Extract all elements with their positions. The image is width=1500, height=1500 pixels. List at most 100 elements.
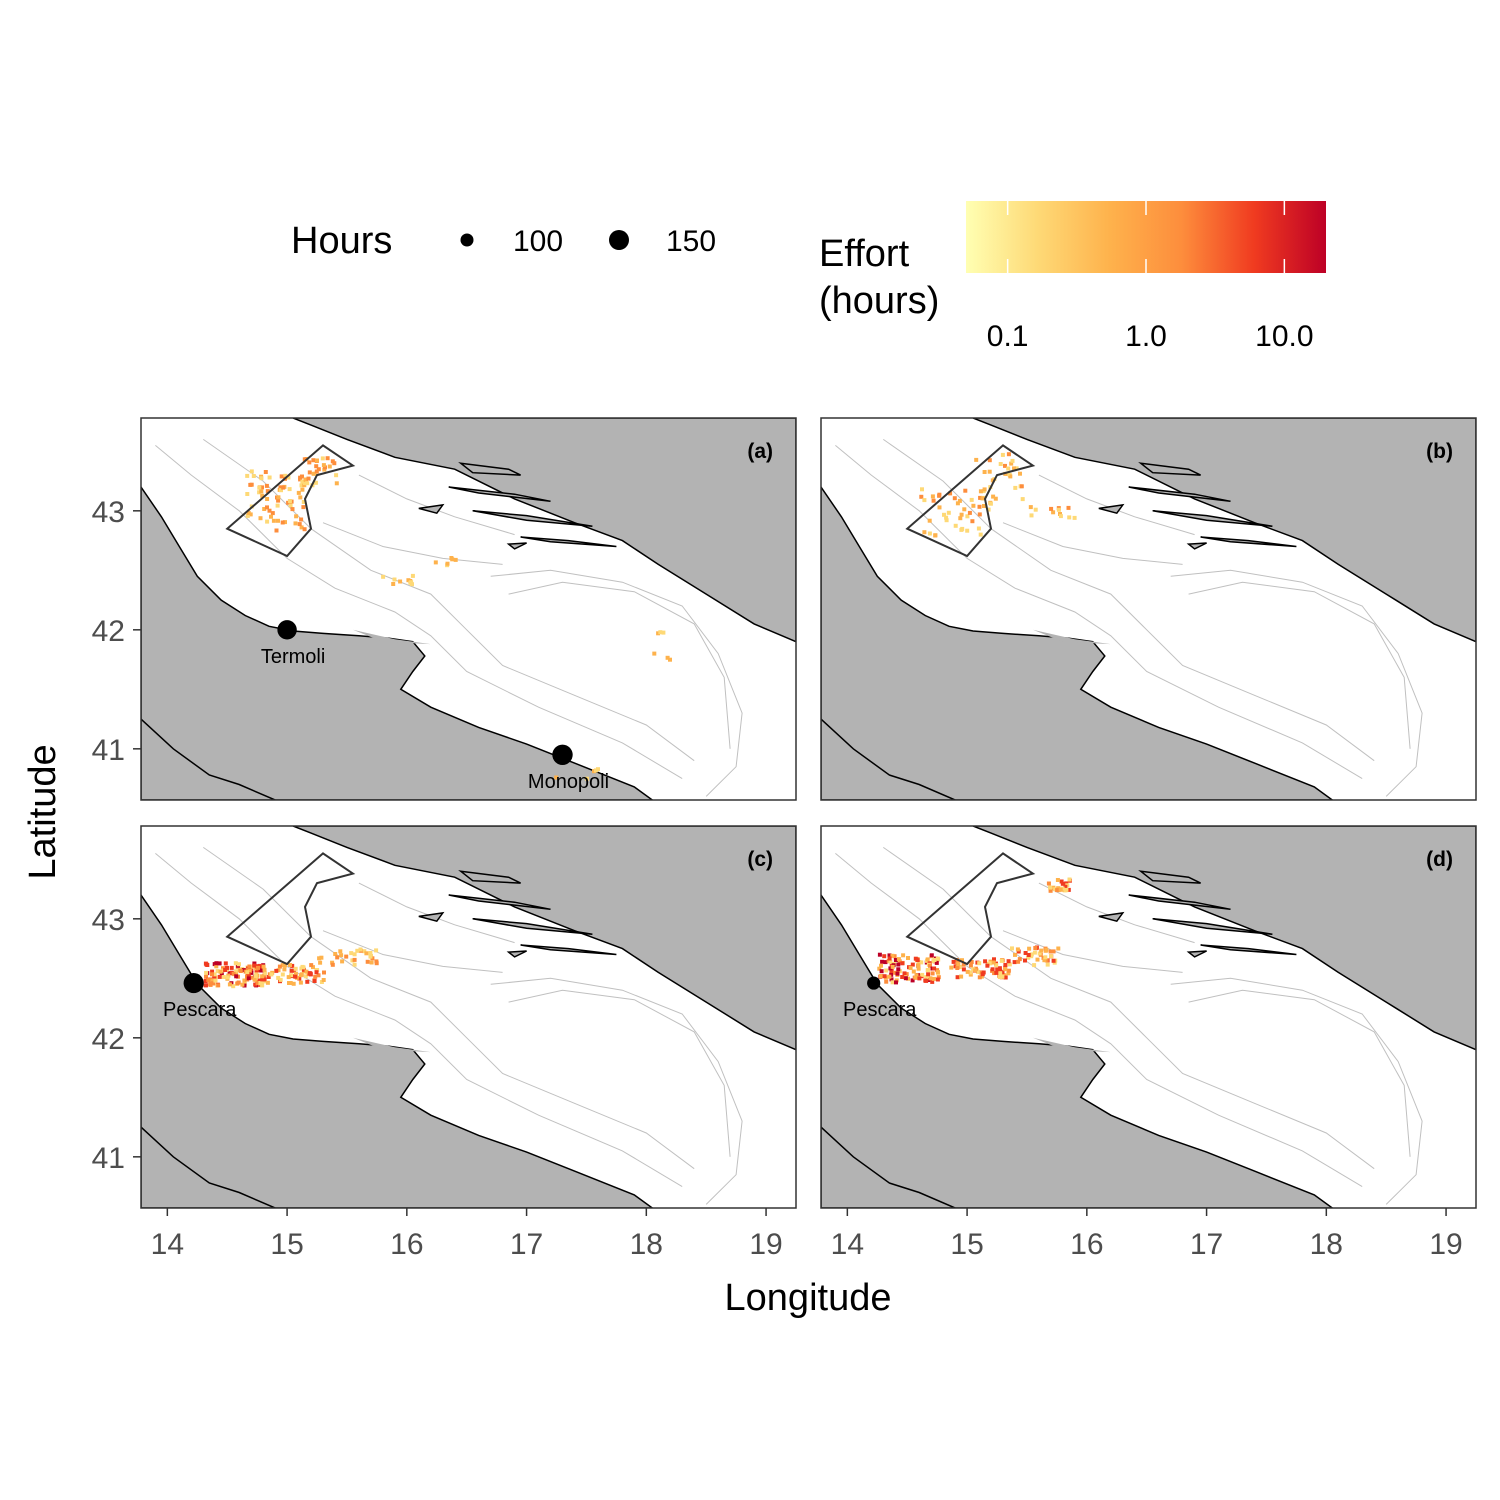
effort-cell <box>231 984 236 989</box>
effort-cell <box>249 469 254 474</box>
effort-cell <box>927 518 932 523</box>
colorbar-tick-label: 10.0 <box>1255 320 1313 353</box>
effort-cell <box>960 958 964 963</box>
effort-cell <box>1020 497 1025 502</box>
effort-cell <box>369 960 374 965</box>
effort-cell <box>269 514 273 519</box>
effort-cell <box>398 579 403 584</box>
effort-cell <box>959 974 964 979</box>
island <box>418 911 445 923</box>
closure-area-outline <box>905 444 1036 558</box>
effort-cell <box>889 969 894 973</box>
effort-cell <box>929 953 934 958</box>
effort-cell <box>338 949 343 954</box>
effort-cell <box>957 965 962 969</box>
effort-cell <box>330 960 335 965</box>
x-tick-label: 19 <box>1429 1228 1462 1261</box>
effort-cell <box>878 974 883 978</box>
effort-cell <box>893 958 898 962</box>
effort-cell <box>321 978 326 982</box>
effort-cell <box>276 968 281 973</box>
island <box>418 503 445 515</box>
isobath-line <box>322 930 503 973</box>
effort-cell <box>1003 967 1008 972</box>
effort-cell <box>309 963 314 968</box>
effort-cell <box>902 971 907 976</box>
effort-cell <box>916 966 921 971</box>
effort-cell <box>998 462 1003 466</box>
effort-cell <box>265 519 270 524</box>
effort-cell <box>888 959 893 964</box>
effort-cell <box>330 962 335 967</box>
effort-cell <box>316 973 321 978</box>
effort-cell <box>275 503 280 508</box>
effort-cell <box>926 972 931 977</box>
effort-cell <box>919 960 924 965</box>
effort-cell <box>919 494 924 499</box>
effort-cell <box>270 511 275 516</box>
effort-cell <box>665 655 670 660</box>
effort-cell <box>987 458 992 463</box>
effort-cell <box>259 489 264 494</box>
landmass <box>972 418 1476 643</box>
effort-cell <box>951 959 956 964</box>
isobath-line <box>322 522 503 565</box>
effort-cell <box>249 970 254 975</box>
effort-cell <box>965 528 970 533</box>
effort-cell <box>925 957 930 962</box>
effort-cell <box>994 970 999 975</box>
island <box>1186 542 1207 550</box>
effort-cell <box>942 512 946 517</box>
effort-cell <box>219 971 224 976</box>
effort-cell <box>1048 888 1053 893</box>
effort-cell <box>314 464 319 469</box>
effort-cell <box>204 983 209 988</box>
effort-cell <box>300 964 305 969</box>
effort-cell <box>915 958 920 963</box>
effort-cell <box>314 970 319 975</box>
effort-cell <box>445 561 450 566</box>
effort-cell <box>1048 885 1053 890</box>
effort-cell <box>233 961 238 966</box>
axes: 41 42 43 14 15 16 17 18 19 41 42 43 14 15 16 17 18 19 <box>92 496 1463 1261</box>
effort-cell <box>306 476 311 481</box>
effort-cell <box>259 476 264 481</box>
effort-cell <box>920 487 924 492</box>
effort-cell <box>237 962 241 967</box>
effort-cell <box>977 961 982 966</box>
effort-cell <box>302 527 307 532</box>
landmass <box>1032 629 1111 645</box>
effort-cell <box>968 963 973 968</box>
effort-cell <box>368 951 373 955</box>
effort-cell <box>321 463 326 468</box>
y-tick-label: 43 <box>92 904 125 937</box>
effort-cell <box>1029 513 1034 518</box>
effort-cell <box>267 475 272 480</box>
effort-cell <box>286 475 291 480</box>
effort-cell <box>997 966 1002 971</box>
effort-cell <box>252 963 257 968</box>
effort-cell <box>900 961 905 966</box>
effort-cell <box>229 965 234 970</box>
effort-cell <box>961 962 966 967</box>
effort-cell <box>307 470 312 475</box>
effort-cell <box>959 512 964 517</box>
effort-cell <box>350 958 355 963</box>
effort-cell <box>1016 949 1021 954</box>
effort-cell <box>254 968 259 973</box>
effort-cell <box>317 956 322 961</box>
effort-cell <box>322 467 327 472</box>
effort-cell <box>1032 963 1037 968</box>
effort-cell <box>210 979 215 983</box>
effort-cell <box>993 496 998 501</box>
effort-cell <box>246 976 251 981</box>
effort-cell <box>302 457 307 462</box>
effort-cell <box>1007 962 1012 967</box>
effort-cell <box>877 952 882 957</box>
effort-cell <box>913 975 918 980</box>
effort-cell <box>256 965 260 970</box>
effort-cell <box>265 505 269 510</box>
effort-cell <box>293 966 298 971</box>
effort-cell <box>998 968 1003 973</box>
effort-cell <box>911 969 916 974</box>
